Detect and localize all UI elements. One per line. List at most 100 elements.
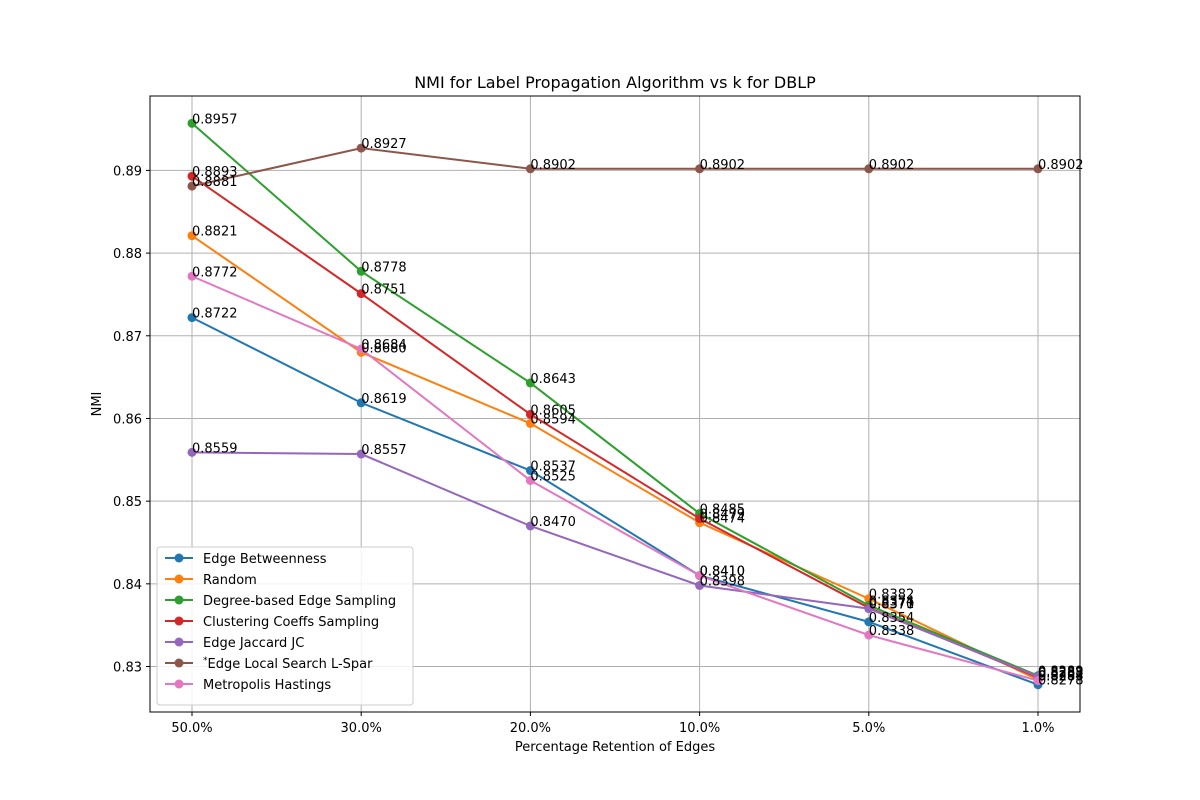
- data-label: 0.8374: [869, 594, 915, 609]
- y-tick-label: 0.88: [113, 247, 142, 262]
- data-label: 0.8821: [192, 225, 238, 240]
- legend-item: Edge Betweenness: [165, 552, 327, 567]
- data-label: 0.8957: [192, 112, 238, 127]
- legend-item: Metropolis Hastings: [165, 678, 331, 693]
- data-point: [356, 344, 366, 354]
- data-label: 0.8278: [1038, 674, 1084, 689]
- data-point: [187, 181, 197, 191]
- legend-box: [156, 546, 414, 706]
- data-point: [695, 571, 705, 581]
- data-label: 0.8772: [192, 265, 238, 280]
- data-label: 0.8893: [192, 165, 238, 180]
- series-5: [187, 143, 1043, 191]
- y-tick-label: 0.89: [113, 164, 142, 179]
- data-label: 0.8371: [869, 597, 915, 612]
- x-tick-label: 20.0%: [510, 721, 551, 736]
- series-4: [187, 447, 1043, 681]
- chart-title: NMI for Label Propagation Algorithm vs k…: [414, 73, 816, 92]
- data-point: [187, 171, 197, 181]
- data-label: 0.8559: [192, 441, 238, 456]
- legend-label: Metropolis Hastings: [203, 678, 331, 693]
- data-point: [356, 449, 366, 459]
- x-tick-label: 1.0%: [1021, 721, 1054, 736]
- legend-swatch-marker: [174, 553, 184, 563]
- data-label: 0.8338: [869, 624, 915, 639]
- y-tick-label: 0.87: [113, 330, 142, 345]
- legend-label: Edge Jaccard JC: [203, 636, 304, 651]
- legend-swatch-marker: [174, 637, 184, 647]
- data-point: [695, 580, 705, 590]
- y-tick-label: 0.86: [113, 412, 142, 427]
- series-layer: [187, 118, 1043, 690]
- data-label: 0.8902: [869, 158, 915, 173]
- y-axis-label: NMI: [90, 392, 105, 417]
- series-6: [187, 271, 1043, 686]
- data-point: [695, 514, 705, 524]
- x-axis-ticks: 50.0% 30.0% 20.0% 10.0% 5.0% 1.0%: [171, 712, 1055, 736]
- x-tick-label: 5.0%: [852, 721, 885, 736]
- x-tick-label: 50.0%: [171, 721, 212, 736]
- data-point: [525, 378, 535, 388]
- data-label: 0.8354: [869, 611, 915, 626]
- legend: Edge Betweenness Random Degree-based Edge …: [156, 546, 414, 706]
- data-label: 0.8410: [700, 565, 746, 580]
- data-label: 0.8902: [1038, 158, 1084, 173]
- data-point: [187, 313, 197, 323]
- legend-swatch-marker: [174, 679, 184, 689]
- legend-label: Random: [203, 573, 257, 588]
- data-label: 0.8474: [700, 512, 746, 527]
- legend-item: *Edge Local Search L-Spar: [165, 656, 373, 672]
- data-point: [356, 398, 366, 408]
- x-tick-label: 10.0%: [679, 721, 720, 736]
- legend-item: Degree-based Edge Sampling: [165, 594, 396, 609]
- data-label: 0.8470: [530, 515, 576, 530]
- data-label: 0.8525: [530, 469, 576, 484]
- data-point: [1033, 676, 1043, 686]
- data-label: 0.8284: [1038, 669, 1084, 684]
- legend-label: *Edge Local Search L-Spar: [203, 656, 373, 672]
- plot-frame: [149, 95, 1081, 713]
- legend-label: Edge Betweenness: [203, 552, 327, 567]
- series-line: [191, 234, 1039, 681]
- y-tick-label: 0.84: [113, 578, 142, 593]
- data-label: 0.8680: [361, 341, 407, 356]
- data-point: [187, 231, 197, 241]
- x-tick-label: 30.0%: [341, 721, 382, 736]
- data-label: 0.8643: [530, 372, 576, 387]
- data-point: [525, 475, 535, 485]
- data-label: 0.8902: [530, 158, 576, 173]
- legend-swatch-marker: [174, 595, 184, 605]
- y-tick-label: 0.85: [113, 495, 142, 510]
- data-label: 0.8722: [192, 307, 238, 322]
- data-point: [525, 521, 535, 531]
- data-point: [1033, 164, 1043, 174]
- data-label: 0.8485: [700, 503, 746, 518]
- data-label: 0.8751: [361, 283, 407, 298]
- data-label: 0.8287: [1038, 666, 1084, 681]
- data-label: 0.8927: [361, 137, 407, 152]
- data-label: 0.8881: [192, 175, 238, 190]
- data-point: [525, 409, 535, 419]
- data-label: 0.8479: [700, 508, 746, 523]
- data-label: 0.8619: [361, 392, 407, 407]
- data-point: [525, 164, 535, 174]
- data-label: 0.8594: [530, 412, 576, 427]
- series-line: [191, 275, 1039, 682]
- legend-label: Degree-based Edge Sampling: [203, 594, 396, 609]
- data-label: 0.8410: [700, 565, 746, 580]
- legend-swatch-marker: [174, 574, 184, 584]
- legend-label: Clustering Coeffs Sampling: [203, 615, 379, 630]
- data-label: 0.8902: [700, 158, 746, 173]
- series-line: [191, 122, 1039, 677]
- data-point: [864, 594, 874, 604]
- data-label: 0.8288: [1038, 665, 1084, 680]
- data-point: [864, 630, 874, 640]
- y-axis-ticks: 0.83 0.84 0.85 0.86 0.87 0.88 0.89: [113, 164, 150, 676]
- data-point: [187, 118, 197, 128]
- legend-item: Clustering Coeffs Sampling: [165, 615, 379, 630]
- data-label: 0.8370: [869, 598, 915, 613]
- y-tick-label: 0.83: [113, 661, 142, 676]
- data-label: 0.8289: [1038, 665, 1084, 680]
- data-point: [525, 418, 535, 428]
